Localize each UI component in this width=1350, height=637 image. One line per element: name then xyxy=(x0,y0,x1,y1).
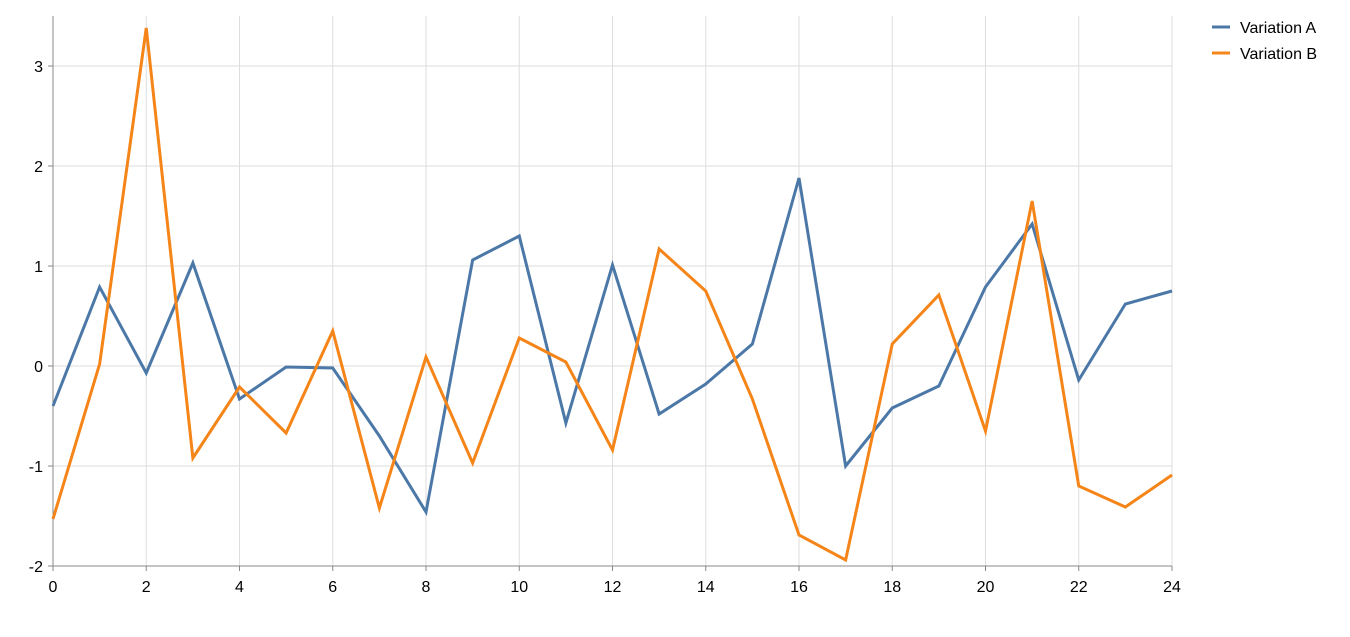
data-line xyxy=(51,177,1173,517)
x-tick-label: 12 xyxy=(604,579,622,596)
x-tick-label: 14 xyxy=(697,579,715,596)
x-tick-label: 10 xyxy=(510,579,528,596)
x-tick-label: 24 xyxy=(1163,579,1181,596)
x-tick-label: 4 xyxy=(235,579,244,596)
y-tick-label: 1 xyxy=(34,259,43,276)
y-tick-label: 2 xyxy=(34,159,43,176)
x-tick-label: 18 xyxy=(883,579,901,596)
x-tick-label: 0 xyxy=(49,579,58,596)
x-tick-label: 6 xyxy=(328,579,337,596)
y-tick-label: 0 xyxy=(34,359,43,376)
x-tick-label: 20 xyxy=(977,579,995,596)
legend-label: Variation B xyxy=(1240,46,1317,63)
x-tick-label: 2 xyxy=(142,579,151,596)
y-tick-label: 3 xyxy=(34,59,43,76)
legend-label: Variation A xyxy=(1240,20,1317,37)
y-tick-label: -2 xyxy=(29,559,43,576)
x-tick-label: 8 xyxy=(422,579,431,596)
y-tick-label: -1 xyxy=(29,459,43,476)
data-line xyxy=(51,27,1173,563)
x-tick-label: 16 xyxy=(790,579,808,596)
x-tick-label: 22 xyxy=(1070,579,1088,596)
